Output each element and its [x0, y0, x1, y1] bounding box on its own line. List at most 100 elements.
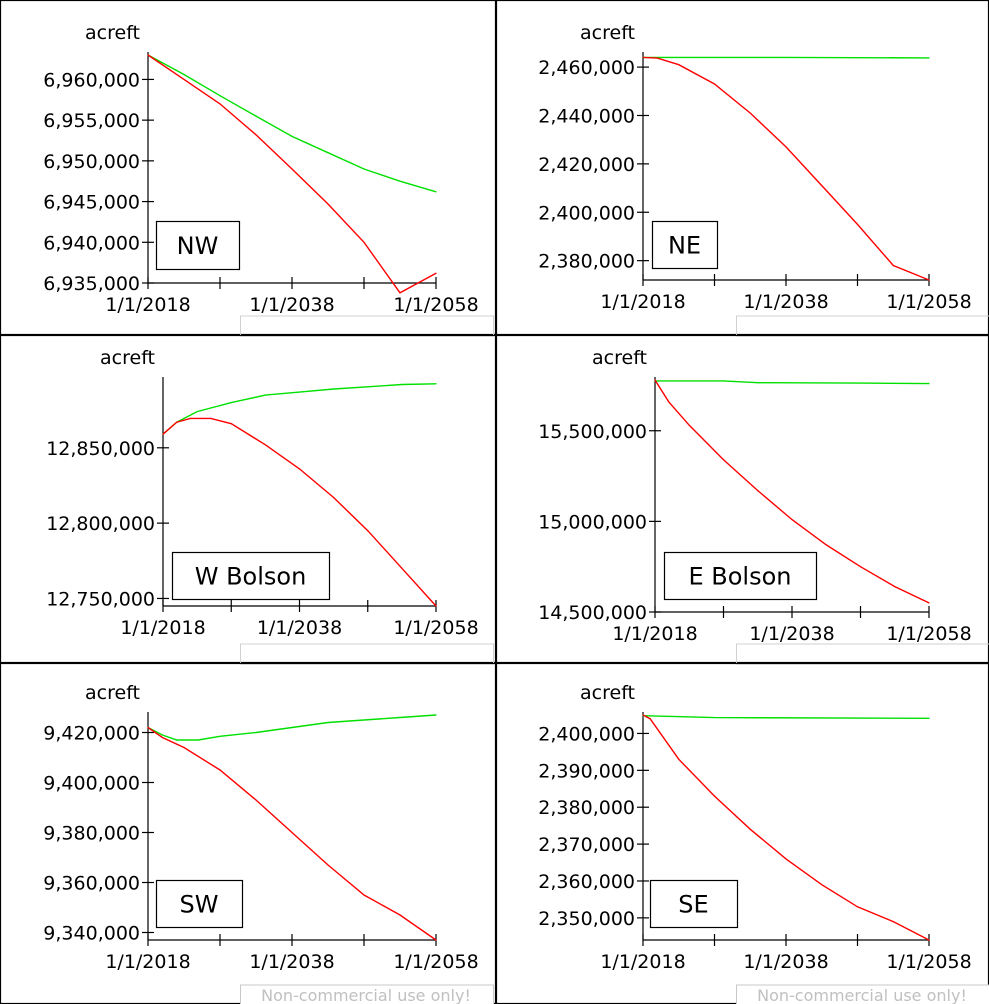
x-tick-label: 1/1/2058: [886, 951, 971, 973]
y-tick-label: 2,380,000: [538, 797, 635, 819]
x-tick-label: 1/1/2038: [743, 951, 828, 973]
series-line-1: [642, 715, 930, 719]
data-point: [210, 417, 212, 420]
data-point: [435, 191, 437, 193]
data-point: [333, 496, 335, 499]
y-tick-label: 2,400,000: [538, 723, 635, 745]
data-point: [363, 894, 365, 896]
watermark-text: Non-commercial use only!: [261, 986, 471, 1004]
data-point: [791, 518, 793, 521]
data-point: [399, 914, 401, 916]
data-point: [189, 417, 191, 420]
data-point: [785, 56, 787, 59]
x-tick-label: 1/1/2018: [612, 623, 697, 645]
y-tick-label: 9,380,000: [43, 823, 140, 845]
series-line-0: [642, 56, 930, 281]
x-tick-label: 1/1/2058: [886, 291, 971, 313]
x-tick-label: 1/1/2038: [249, 294, 334, 316]
data-point: [291, 726, 293, 729]
data-point: [363, 719, 365, 721]
data-point: [291, 135, 293, 138]
chart-panel-e-bolson: acreft 14,500,000 15,000,000 15,500,000 1/1/…: [495, 334, 989, 665]
data-point: [219, 103, 221, 105]
x-tick-label: 1/1/2058: [393, 294, 478, 316]
x-tick-label: 1/1/2018: [105, 294, 190, 316]
region-label: SE: [678, 891, 708, 919]
y-unit-label: acreft: [580, 22, 635, 44]
data-point: [749, 828, 751, 830]
y-tick-label: 2,420,000: [538, 154, 635, 176]
watermark-box: [240, 643, 494, 665]
region-label: SW: [180, 891, 219, 919]
data-point: [367, 530, 369, 532]
data-point: [821, 185, 823, 187]
data-point: [678, 64, 680, 66]
y-tick-label: 6,960,000: [43, 69, 140, 91]
data-point: [264, 394, 266, 396]
data-point: [928, 939, 930, 941]
y-tick-label: 6,940,000: [43, 232, 140, 254]
region-label-box: [155, 879, 244, 929]
y-unit-label: acreft: [592, 347, 647, 369]
y-tick-label: 9,340,000: [43, 923, 140, 945]
data-point: [176, 739, 178, 741]
data-point: [928, 279, 930, 281]
data-point: [183, 73, 185, 76]
x-tick-label: 1/1/2038: [743, 291, 828, 313]
chart-panel-ne: acreft 2,380,000 2,400,000 2,420,000 2,440,0…: [495, 0, 989, 337]
data-point: [363, 241, 365, 243]
y-tick-label: 6,935,000: [43, 273, 140, 295]
y-tick-label: 14,500,000: [538, 602, 647, 624]
region-label: E Bolson: [688, 563, 791, 591]
chart-panel-se: acreft 2,350,000 2,360,000 2,370,000 2,380,0…: [495, 662, 989, 1004]
series-line-1: [655, 380, 930, 385]
y-tick-label: 9,400,000: [43, 773, 140, 795]
x-tick-label: 1/1/2018: [600, 291, 685, 313]
y-tick-label: 12,750,000: [46, 588, 155, 610]
data-point: [656, 57, 658, 59]
data-point: [161, 736, 163, 739]
data-point: [298, 391, 301, 393]
panel-border: [0, 334, 497, 664]
y-tick-label: 9,360,000: [43, 873, 140, 895]
x-tick-label: 1/1/2018: [105, 951, 190, 973]
data-point: [894, 586, 896, 588]
watermark-text: Non-commercial use only!: [757, 986, 967, 1004]
region-label: NE: [668, 232, 701, 260]
series-line-1: [162, 383, 437, 435]
y-unit-label: acreft: [100, 347, 155, 369]
y-tick-label: 6,950,000: [43, 151, 140, 173]
data-point: [333, 388, 335, 390]
x-tick-label: 1/1/2038: [249, 951, 334, 973]
x-tick-label: 1/1/2058: [393, 951, 478, 973]
region-label: NW: [177, 232, 219, 260]
data-point: [327, 152, 329, 154]
data-point: [183, 746, 185, 749]
data-point: [928, 57, 930, 59]
data-point: [654, 379, 656, 381]
data-point: [435, 272, 437, 274]
y-tick-label: 2,390,000: [538, 760, 635, 782]
series-line-0: [147, 726, 437, 941]
data-point: [255, 134, 257, 136]
data-point: [435, 939, 437, 941]
watermark-box: [736, 984, 989, 1004]
series-line-1: [147, 54, 437, 193]
data-point: [892, 264, 894, 267]
data-point: [713, 716, 716, 719]
chart-panel-w-bolson: acreft 12,750,000 12,800,000 12,850,000 1/1/…: [0, 334, 497, 665]
data-point: [722, 380, 725, 382]
data-point: [757, 489, 759, 492]
y-tick-label: 2,370,000: [538, 834, 635, 856]
data-point: [668, 401, 670, 403]
data-point: [367, 386, 369, 388]
data-point: [401, 567, 403, 569]
data-point: [928, 717, 930, 719]
data-point: [298, 468, 301, 470]
data-point: [642, 56, 644, 59]
region-label-box: [171, 551, 331, 601]
data-point: [642, 714, 644, 716]
x-tick-label: 1/1/2018: [120, 617, 205, 639]
data-point: [327, 721, 329, 724]
data-point: [264, 444, 266, 446]
